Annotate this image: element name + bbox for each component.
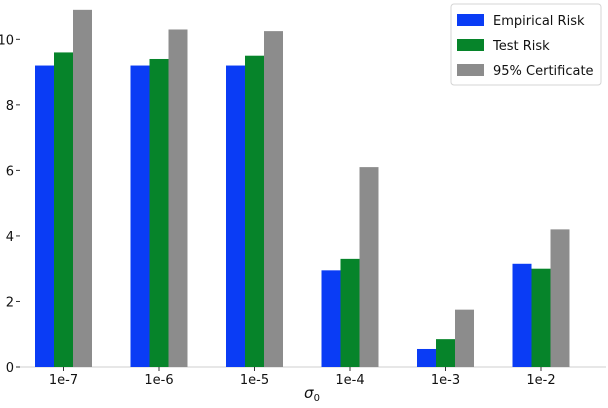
- x-tick-label: 1e-6: [144, 373, 173, 388]
- x-axis-label-subscript: 0: [314, 393, 320, 404]
- legend-swatch: [457, 39, 484, 51]
- x-tick-label: 1e-7: [49, 373, 78, 388]
- bar: [417, 348, 436, 367]
- legend-swatch: [457, 14, 484, 26]
- bar: [436, 339, 455, 367]
- bars: [35, 9, 570, 368]
- x-tick-label: 1e-4: [335, 373, 364, 388]
- legend-swatch: [457, 64, 484, 76]
- tick-labels: 0 2 4 6 8 10 1e-7 1e-6 1e-5 1e-4 1e-3 1e-2: [0, 33, 556, 388]
- legend-box: [450, 3, 602, 86]
- legend-label: Empirical Risk: [493, 14, 585, 29]
- axes: [16, 38, 606, 371]
- legend-label: 95% Certificate: [493, 64, 594, 79]
- bar: [35, 65, 54, 368]
- y-tick-label: 6: [6, 164, 14, 179]
- bar: [455, 309, 474, 367]
- y-tick-label: 2: [6, 295, 14, 310]
- legend: Empirical Risk Test Risk 95% Certificate: [450, 3, 602, 86]
- bar: [512, 263, 532, 367]
- legend-label: Test Risk: [492, 39, 550, 54]
- bar: [168, 29, 188, 368]
- bar: [226, 65, 245, 368]
- bar: [245, 55, 264, 368]
- x-axis-label-symbol: σ: [304, 384, 314, 402]
- bar: [340, 258, 360, 367]
- y-tick-label: 8: [6, 99, 14, 114]
- bar: [149, 58, 169, 367]
- y-tick-label: 0: [6, 361, 14, 376]
- bar: [54, 52, 73, 368]
- bar: [550, 229, 570, 367]
- bar: [321, 270, 341, 367]
- x-axis-label: σ0: [304, 384, 320, 404]
- bar: [73, 9, 92, 368]
- x-tick-label: 1e-3: [431, 373, 460, 388]
- bar: [359, 167, 379, 367]
- x-tick-label: 1e-5: [240, 373, 269, 388]
- y-tick-label: 4: [6, 230, 14, 245]
- bar: [531, 268, 551, 367]
- bar: [130, 65, 150, 368]
- y-tick-label: 10: [0, 33, 14, 48]
- x-tick-label: 1e-2: [526, 373, 555, 388]
- bar: [264, 31, 283, 368]
